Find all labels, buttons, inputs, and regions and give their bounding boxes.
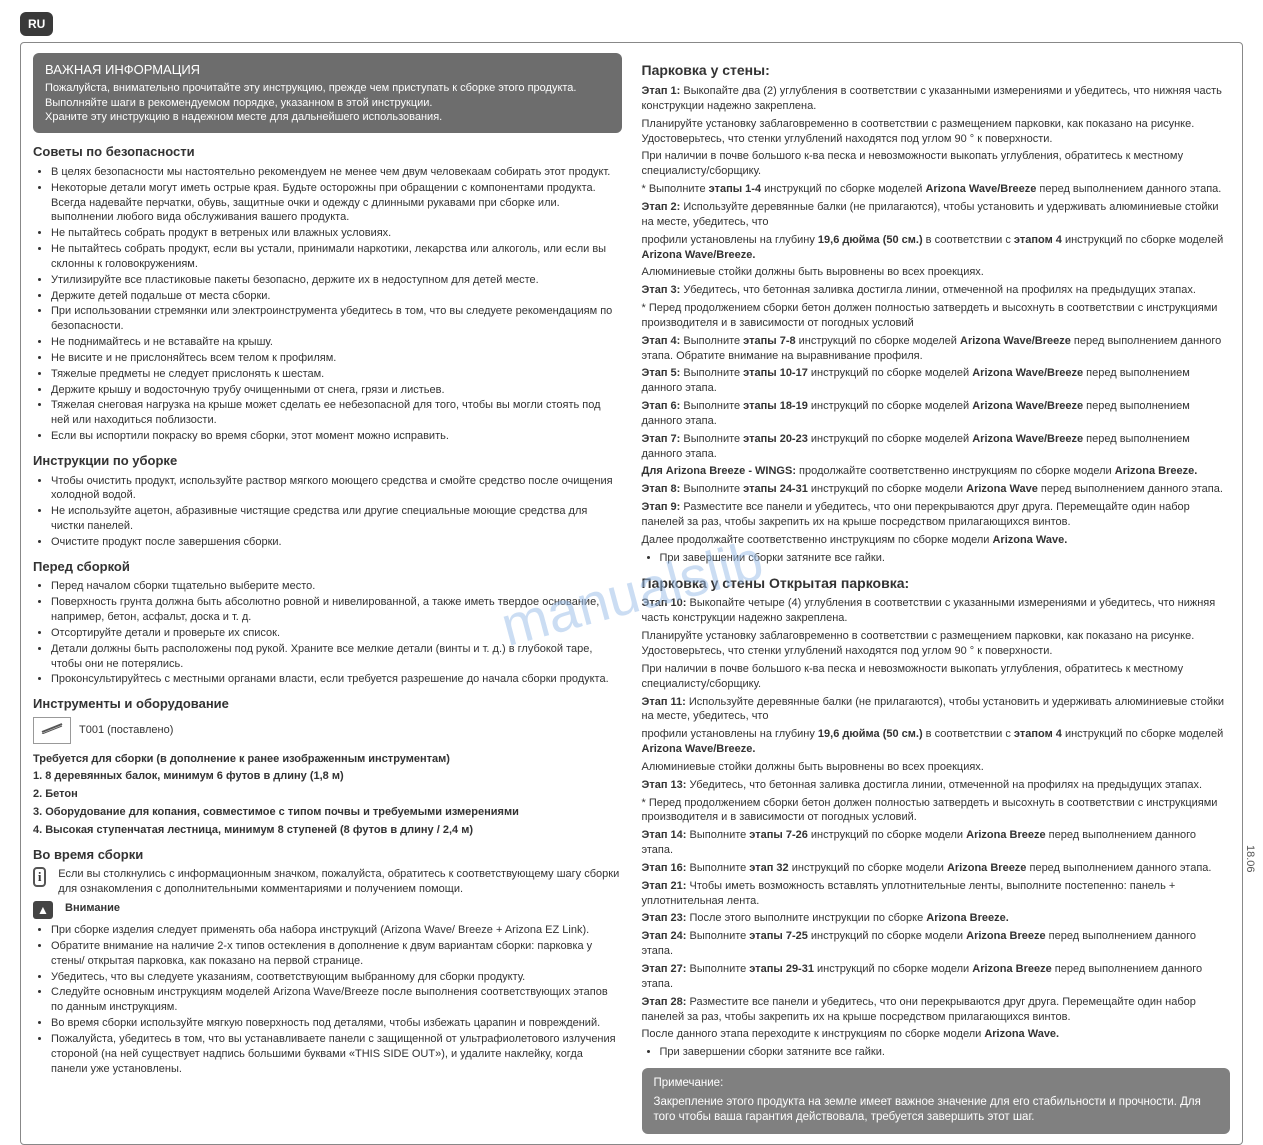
list-item: Не используйте ацетон, абразивные чистящ… — [51, 504, 622, 534]
safety-list: В целях безопасности мы настоятельно рек… — [33, 165, 622, 444]
para: * Перед продолжением сборки бетон должен… — [642, 301, 1231, 331]
list-item: При сборке изделия следует применять оба… — [51, 923, 622, 938]
list-item: Во время сборки используйте мягкую повер… — [51, 1016, 622, 1031]
para: При наличии в почве большого к-ва песка … — [642, 662, 1231, 692]
list-item: Тяжелые предметы не следует прислонять к… — [51, 367, 622, 382]
list-item: При завершении сборки затяните все гайки… — [660, 551, 1231, 566]
req-item: 4. Высокая ступенчатая лестница, минимум… — [33, 823, 622, 838]
list-item: Не поднимайтесь и не вставайте на крышу. — [51, 335, 622, 350]
important-info-box: ВАЖНАЯ ИНФОРМАЦИЯ Пожалуйста, внимательн… — [33, 53, 622, 133]
info-icon: i — [33, 867, 46, 887]
req-item: 3. Оборудование для копания, совместимое… — [33, 805, 622, 820]
para: Алюминиевые стойки должны быть выровнены… — [642, 760, 1231, 775]
info-line: Храните эту инструкцию в надежном месте … — [45, 110, 610, 125]
list-item: Отсортируйте детали и проверьте их списо… — [51, 626, 622, 641]
note-text: Закрепление этого продукта на земле имее… — [654, 1095, 1219, 1126]
list-item: Детали должны быть расположены под рукой… — [51, 642, 622, 672]
step: Этап 28: Разместите все панели и убедите… — [642, 995, 1231, 1025]
list-item: При использовании стремянки или электрои… — [51, 304, 622, 334]
req-title: Требуется для сборки (в дополнение к ран… — [33, 752, 622, 767]
before-title: Перед сборкой — [33, 558, 622, 576]
para: * Выполните этапы 1-4 инструкций по сбор… — [642, 182, 1231, 197]
info-title: ВАЖНАЯ ИНФОРМАЦИЯ — [45, 61, 610, 79]
tools-title: Инструменты и оборудование — [33, 695, 622, 713]
list-item: Утилизируйте все пластиковые пакеты безо… — [51, 273, 622, 288]
para: профили установлены на глубину 19,6 дюйм… — [642, 233, 1231, 263]
step: Этап 23: После этого выполните инструкци… — [642, 911, 1231, 926]
before-list: Перед началом сборки тщательно выберите … — [33, 579, 622, 687]
step: Этап 16: Выполните этап 32 инструкций по… — [642, 861, 1231, 876]
page-content: manualslib ВАЖНАЯ ИНФОРМАЦИЯ Пожалуйста,… — [20, 42, 1243, 1144]
para: Планируйте установку заблаговременно в с… — [642, 629, 1231, 659]
step: Этап 4: Выполните этапы 7-8 инструкций п… — [642, 334, 1231, 364]
step: Этап 24: Выполните этапы 7-25 инструкций… — [642, 929, 1231, 959]
step: Этап 1: Выкопайте два (2) углубления в с… — [642, 84, 1231, 114]
list-item: В целях безопасности мы настоятельно рек… — [51, 165, 622, 180]
list-item: Не пытайтесь собрать продукт в ветреных … — [51, 226, 622, 241]
list-item: Следуйте основным инструкциям моделей Ar… — [51, 985, 622, 1015]
wall-title: Парковка у стены: — [642, 61, 1231, 80]
clean-title: Инструкции по уборке — [33, 452, 622, 470]
step: Этап 10: Выкопайте четыре (4) углубления… — [642, 596, 1231, 626]
info-line: Выполняйте шаги в рекомендуемом порядке,… — [45, 96, 610, 111]
list-item: Перед началом сборки тщательно выберите … — [51, 579, 622, 594]
para: Далее продолжайте соответственно инструк… — [642, 533, 1231, 548]
step: Этап 27: Выполните этапы 29-31 инструкци… — [642, 962, 1231, 992]
step: Этап 9: Разместите все панели и убедитес… — [642, 500, 1231, 530]
clean-list: Чтобы очистить продукт, используйте раст… — [33, 474, 622, 550]
left-column: ВАЖНАЯ ИНФОРМАЦИЯ Пожалуйста, внимательн… — [33, 53, 622, 1133]
list-item: Держите крышу и водосточную трубу очищен… — [51, 383, 622, 398]
note-title: Примечание: — [654, 1076, 1219, 1092]
note-box: Примечание: Закрепление этого продукта н… — [642, 1068, 1231, 1134]
tool-label: T001 (поставлено) — [79, 723, 173, 738]
req-item: 1. 8 деревянных балок, минимум 6 футов в… — [33, 769, 622, 784]
para: профили установлены на глубину 19,6 дюйм… — [642, 727, 1231, 757]
step: Этап 11: Используйте деревянные балки (н… — [642, 695, 1231, 725]
req-item: 2. Бетон — [33, 787, 622, 802]
list-item: Некоторые детали могут иметь острые края… — [51, 181, 622, 226]
safety-title: Советы по безопасности — [33, 143, 622, 161]
list-item: Проконсультируйтесь с местными органами … — [51, 672, 622, 687]
list-item: Не висите и не прислоняйтесь всем телом … — [51, 351, 622, 366]
during-list: При сборке изделия следует применять оба… — [33, 923, 622, 1076]
list-item: Поверхность грунта должна быть абсолютно… — [51, 595, 622, 625]
list-item: Держите детей подальше от места сборки. — [51, 289, 622, 304]
page-number: 18.06 — [1242, 845, 1257, 873]
para: Алюминиевые стойки должны быть выровнены… — [642, 265, 1231, 280]
para: При наличии в почве большого к-ва песка … — [642, 149, 1231, 179]
warn-row: ▲ Внимание — [33, 901, 622, 919]
info-line: Пожалуйста, внимательно прочитайте эту и… — [45, 81, 610, 96]
list-item: При завершении сборки затяните все гайки… — [660, 1045, 1231, 1060]
list-item: Убедитесь, что вы следуете указаниям, со… — [51, 970, 622, 985]
warn-title: Внимание — [65, 901, 120, 916]
step: Этап 3: Убедитесь, что бетонная заливка … — [642, 283, 1231, 298]
step: Этап 13: Убедитесь, что бетонная заливка… — [642, 778, 1231, 793]
para: Планируйте установку заблаговременно в с… — [642, 117, 1231, 147]
step: Этап 21: Чтобы иметь возможность вставля… — [642, 879, 1231, 909]
step: Этап 2: Используйте деревянные балки (не… — [642, 200, 1231, 230]
tool-icon — [33, 717, 71, 744]
language-badge: RU — [20, 12, 53, 36]
list-item: Пожалуйста, убедитесь в том, что вы уста… — [51, 1032, 622, 1077]
list-item: Обратите внимание на наличие 2-х типов о… — [51, 939, 622, 969]
step: Этап 8: Выполните этапы 24-31 инструкций… — [642, 482, 1231, 497]
step: Этап 5: Выполните этапы 10-17 инструкций… — [642, 366, 1231, 396]
list-item: Чтобы очистить продукт, используйте раст… — [51, 474, 622, 504]
right-column: Парковка у стены: Этап 1: Выкопайте два … — [642, 53, 1231, 1133]
step: Этап 14: Выполните этапы 7-26 инструкций… — [642, 828, 1231, 858]
tool-row: T001 (поставлено) — [33, 717, 622, 744]
step: Этап 7: Выполните этапы 20-23 инструкций… — [642, 432, 1231, 462]
list-item: Не пытайтесь собрать продукт, если вы ус… — [51, 242, 622, 272]
para: * Перед продолжением сборки бетон должен… — [642, 796, 1231, 826]
during-title: Во время сборки — [33, 846, 622, 864]
list-item: Если вы испортили покраску во время сбор… — [51, 429, 622, 444]
warning-icon: ▲ — [33, 901, 53, 919]
list-item: Очистите продукт после завершения сборки… — [51, 535, 622, 550]
open-title: Парковка у стены Открытая парковка: — [642, 574, 1231, 593]
step: Этап 6: Выполните этапы 18-19 инструкций… — [642, 399, 1231, 429]
para: После данного этапа переходите к инструк… — [642, 1027, 1231, 1042]
para: Для Arizona Breeze - WINGS: продолжайте … — [642, 464, 1231, 479]
list-item: Тяжелая снеговая нагрузка на крыше может… — [51, 398, 622, 428]
